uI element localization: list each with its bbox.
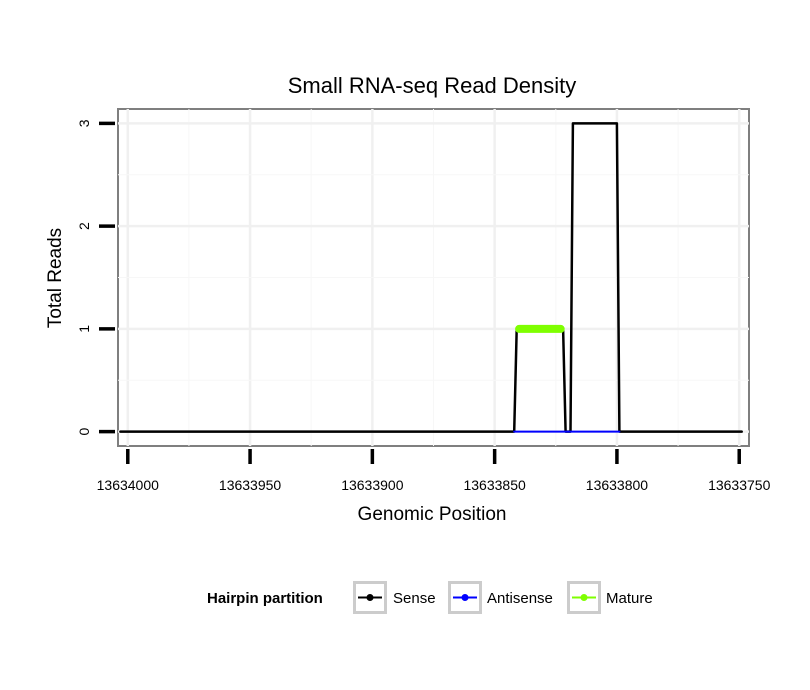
data-series xyxy=(119,122,743,433)
y-tick-label: 0 xyxy=(76,427,92,435)
legend-item-mature: Mature xyxy=(567,581,653,614)
x-tick-label: 13633750 xyxy=(708,477,771,493)
x-tick-label: 13633950 xyxy=(219,477,282,493)
legend-title: Hairpin partition xyxy=(207,590,323,607)
x-tick-label: 13633850 xyxy=(463,477,526,493)
legend-label-sense: Sense xyxy=(393,590,436,607)
legend-key-dot xyxy=(366,594,374,601)
x-tick-label: 13633900 xyxy=(341,477,404,493)
x-tick-label: 13633800 xyxy=(586,477,649,493)
legend-label-antisense: Antisense xyxy=(487,590,553,607)
x-tick-label: 13634000 xyxy=(97,477,160,493)
chart-title: Small RNA-seq Read Density xyxy=(288,73,577,98)
y-tick-label: 3 xyxy=(76,119,92,127)
y-tick-label: 1 xyxy=(76,325,92,333)
legend-key-dot xyxy=(461,594,469,601)
y-axis-label: Total Reads xyxy=(45,228,66,328)
x-axis-label: Genomic Position xyxy=(358,504,507,525)
legend-item-antisense: Antisense xyxy=(448,581,553,614)
legend-key-dot xyxy=(580,594,588,601)
legend-item-sense: Sense xyxy=(353,581,436,614)
x-axis: 13634000 13633950 13633900 13633850 13633800… xyxy=(97,449,771,493)
legend-label-mature: Mature xyxy=(606,590,653,607)
y-tick-label: 2 xyxy=(76,222,92,230)
legend: Hairpin partition Sense Antisense Mature xyxy=(207,581,653,614)
y-axis: 0 1 2 3 xyxy=(76,119,115,435)
